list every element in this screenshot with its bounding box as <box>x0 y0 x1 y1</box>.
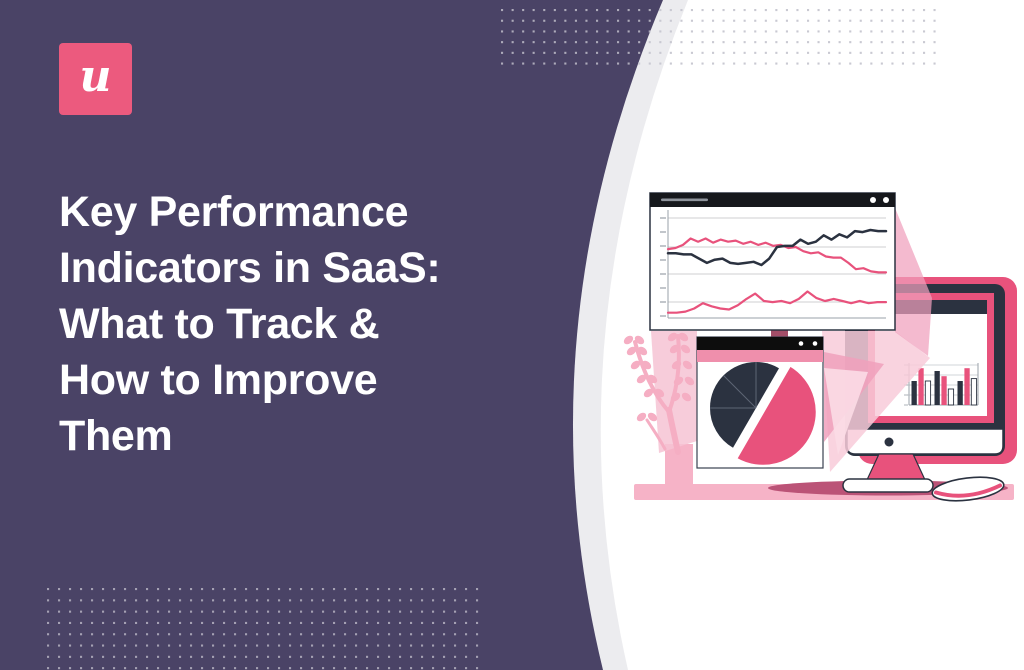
pie-slice-dark-1 <box>709 407 756 448</box>
line-chart-series <box>666 228 888 314</box>
pie-window-toolbar <box>697 350 823 362</box>
pie-window-titlebar <box>697 337 823 350</box>
title-line: What to Track & <box>59 300 380 348</box>
bar-white-bars-g0 <box>924 380 932 406</box>
bar-dark-bars-g0 <box>911 381 917 405</box>
titlebar-menu-line <box>661 198 708 202</box>
window-dot <box>812 341 818 346</box>
bar-pink-bars-g2 <box>964 368 970 405</box>
window-dot <box>870 197 876 203</box>
pie-slice-dark-3 <box>723 361 757 408</box>
monitor-logo-dot <box>884 437 894 447</box>
analytics-illustration <box>623 192 1017 502</box>
line-window-titlebar <box>650 193 895 207</box>
window-dot <box>798 341 804 346</box>
logo-letter: u <box>79 51 112 102</box>
monitor-chin <box>846 428 1004 455</box>
bar-dark-bars-g1 <box>934 371 940 405</box>
title-line: Indicators in SaaS: <box>59 244 441 292</box>
plant <box>623 332 695 455</box>
pie-slice-dark-4 <box>756 362 779 408</box>
bar-white-bars-g1 <box>947 388 955 406</box>
pie-slice-pink-highlight <box>734 363 819 468</box>
title-line: How to Improve <box>59 356 378 404</box>
mouse <box>931 476 1005 502</box>
bar-white-bars-g2 <box>970 378 978 406</box>
pie-chart <box>709 361 819 468</box>
bar-pink-bars-g1 <box>941 376 947 405</box>
bar-dark-bars-g2 <box>957 381 963 405</box>
pie-chart-window <box>696 336 824 469</box>
bar-pink-bars-g0 <box>918 368 924 405</box>
line-series-pink-upper <box>666 237 888 274</box>
title-line: Them <box>59 412 173 460</box>
pie-slice-dark-2 <box>710 375 756 408</box>
line-chart-window <box>649 192 896 331</box>
monitor-stand-foot <box>842 478 934 493</box>
title-line: Key Performance <box>59 188 409 236</box>
line-series-dark-rising <box>666 228 888 267</box>
line-series-pink-lower <box>666 290 888 314</box>
white-panel <box>600 0 1024 670</box>
window-dot <box>883 197 889 203</box>
dot-grid-bottom <box>47 588 479 670</box>
userpilot-logo: u <box>59 43 132 115</box>
page-title: Key Performance Indicators in SaaS: What… <box>59 184 519 464</box>
